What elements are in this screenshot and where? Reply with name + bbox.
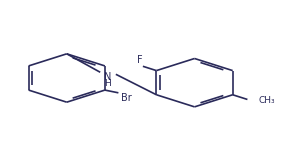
Text: Br: Br [121, 93, 132, 103]
Text: CH₃: CH₃ [258, 96, 275, 105]
Text: F: F [137, 55, 143, 65]
Text: N: N [104, 72, 112, 82]
Text: H: H [105, 79, 111, 88]
